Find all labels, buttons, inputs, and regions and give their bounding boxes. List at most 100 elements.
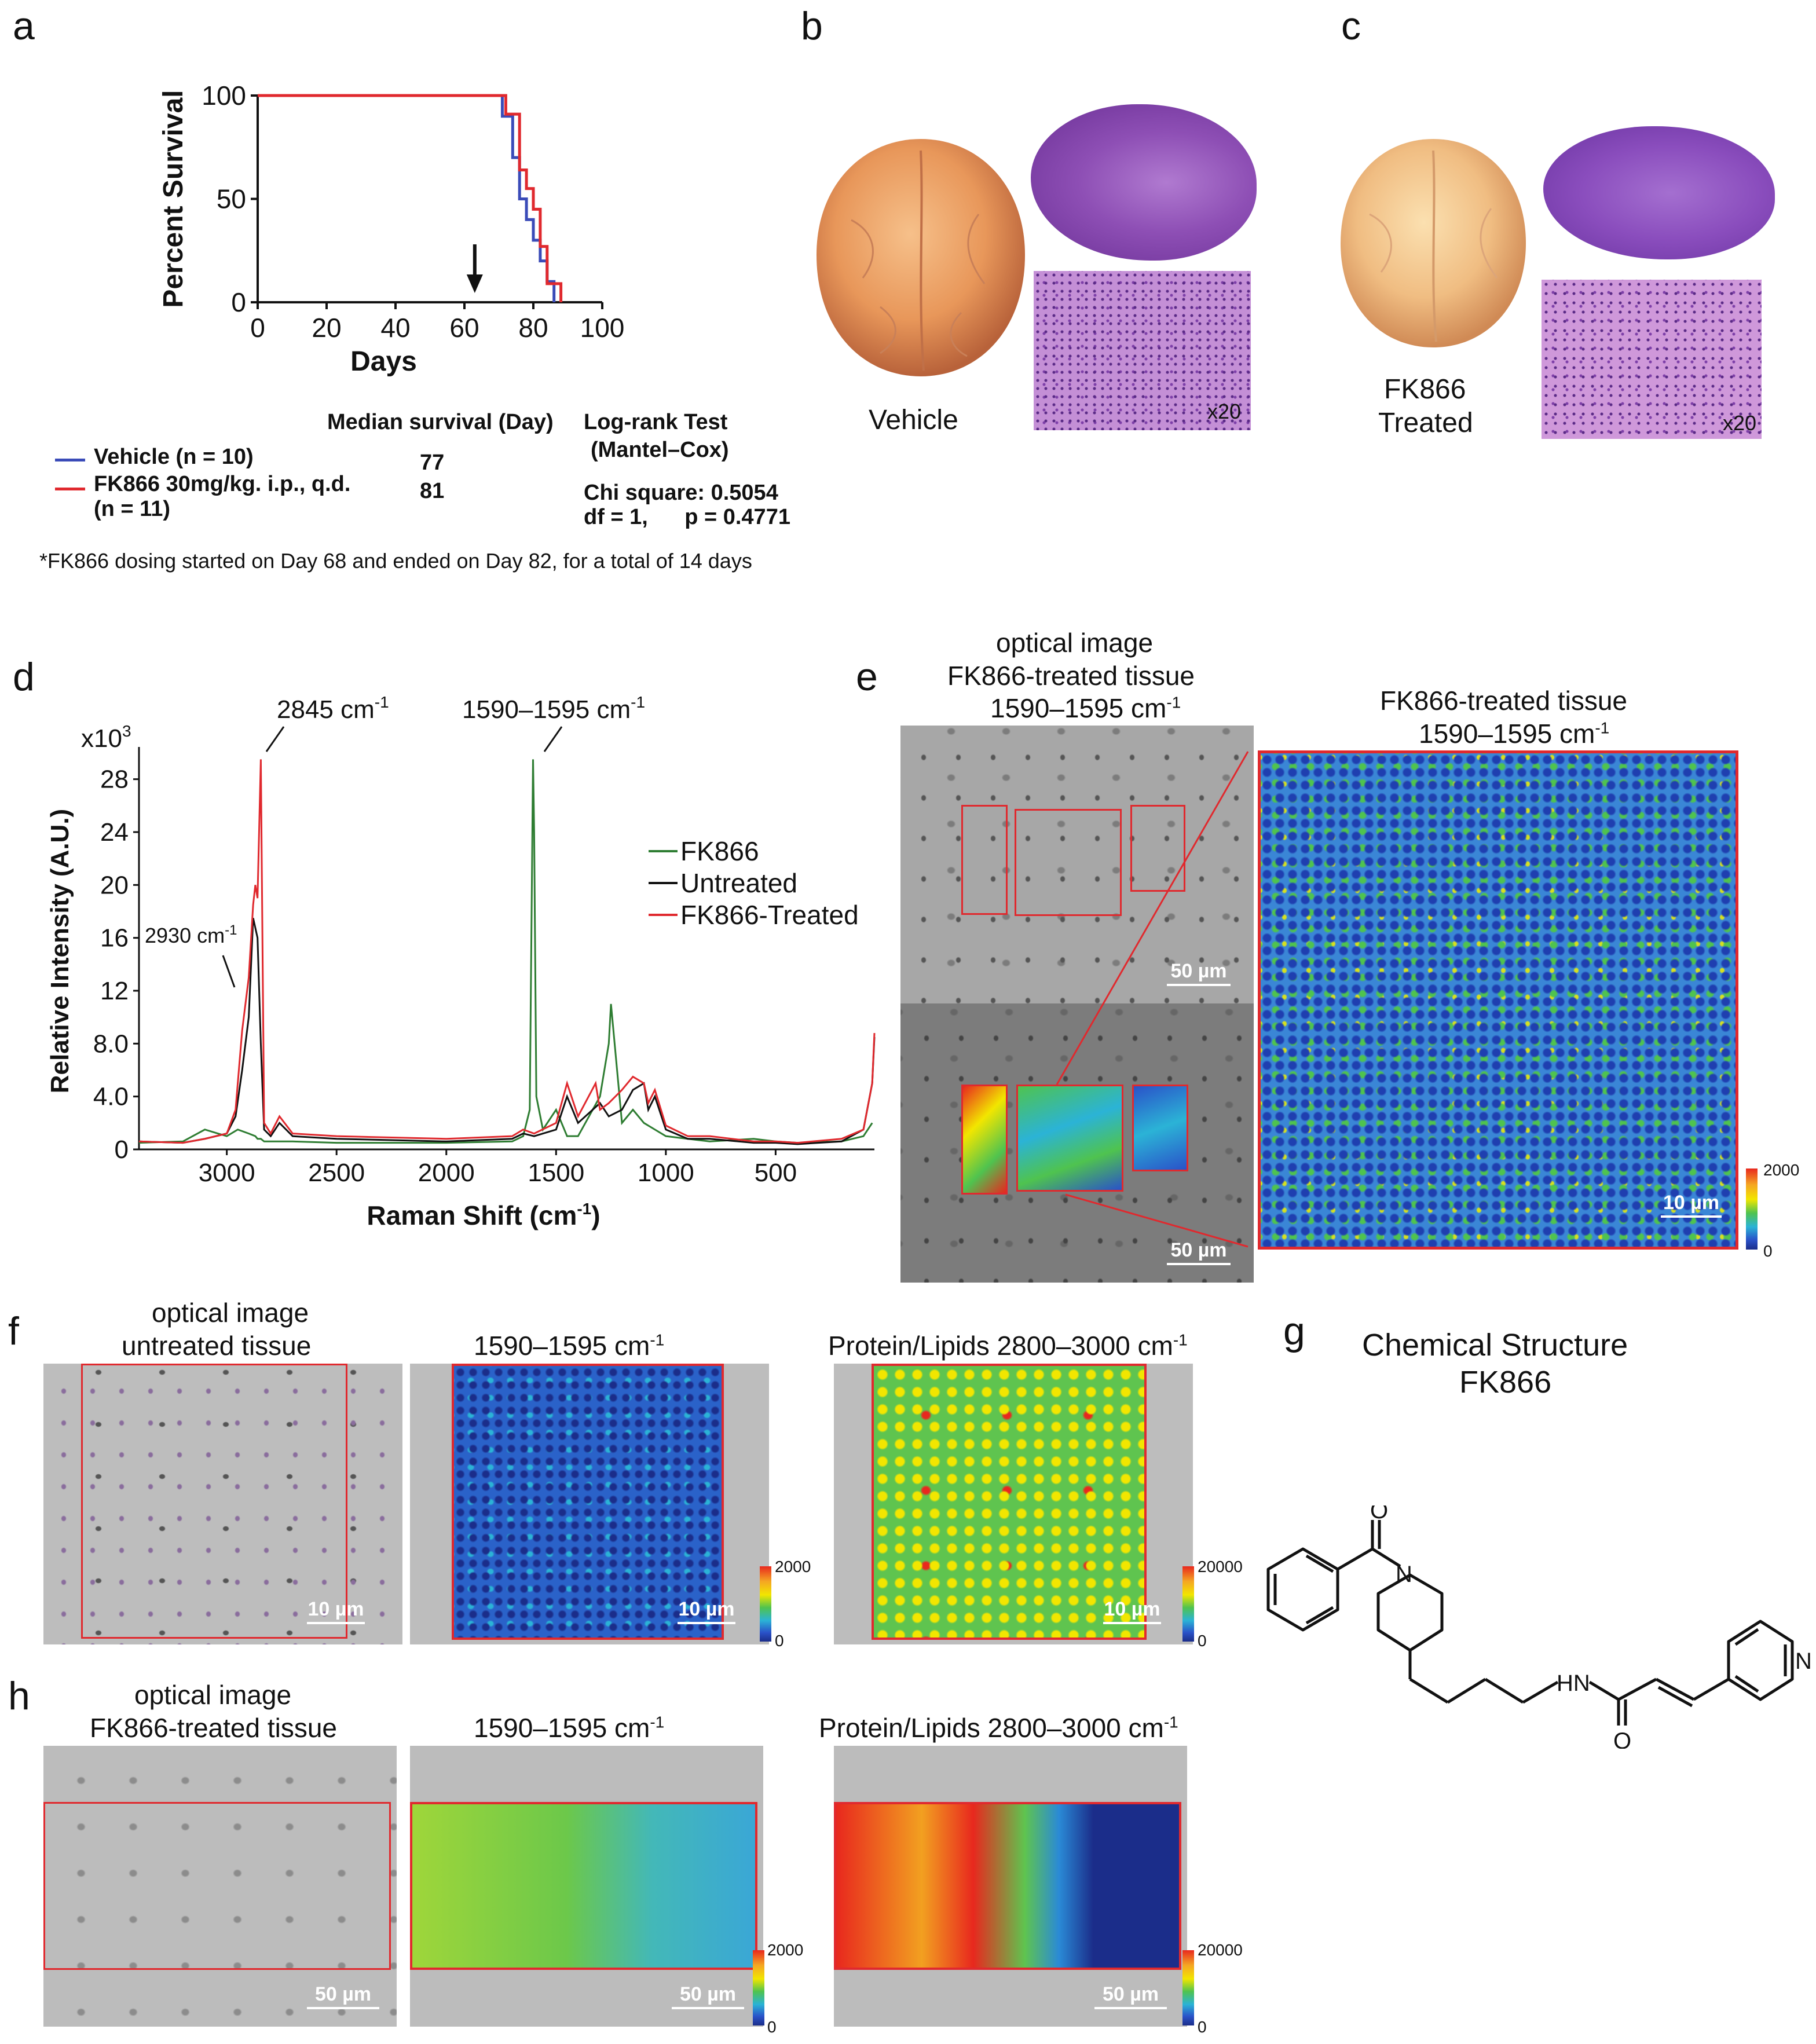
g-title-1: Chemical Structure xyxy=(1362,1328,1628,1362)
atom-o1: O xyxy=(1370,1505,1388,1523)
e-map-zoom xyxy=(1258,750,1738,1250)
raman-x-tick-label: 2000 xyxy=(418,1159,475,1187)
e-colorbar xyxy=(1746,1168,1758,1250)
f-mid-title: 1590–1595 cm-1 xyxy=(474,1331,665,1361)
f-mid-cbar-max: 2000 xyxy=(775,1558,811,1576)
annotation-1590-arrow xyxy=(543,726,563,752)
panel-label-a: a xyxy=(13,4,35,48)
h-mid-map-roi xyxy=(410,1802,757,1970)
raman-x-tick-label: 1000 xyxy=(638,1159,694,1187)
e-roi-3-top xyxy=(1130,805,1185,892)
raman-x-tick-label: 500 xyxy=(755,1159,797,1187)
median-survival-header: Median survival (Day) xyxy=(327,410,554,434)
survival-y-tick-label: 50 xyxy=(217,184,246,214)
dosing-start-arrow-head xyxy=(466,274,483,293)
median-fk866-value: 81 xyxy=(420,479,445,503)
fk866-brain-photo xyxy=(1341,139,1526,347)
h-right-colorbar xyxy=(1182,1950,1194,2025)
f-right-cbar-max: 20000 xyxy=(1198,1558,1243,1576)
h-opt-title-1: optical image xyxy=(134,1680,292,1710)
f-mid-scale: 10 µm xyxy=(678,1598,735,1624)
survival-x-tick-label: 60 xyxy=(449,313,479,343)
raman-x-tick-label: 1500 xyxy=(528,1159,584,1187)
vehicle-brain-photo xyxy=(817,139,1025,376)
e-scale-top: 50 µm xyxy=(1167,960,1231,986)
e-zoom-lines xyxy=(1056,751,1249,1248)
raman-line-untreated xyxy=(138,918,876,1145)
raman-y-multiplier: x103 xyxy=(81,722,131,753)
h-mid-cbar-max: 2000 xyxy=(767,1941,804,1959)
survival-y-tick-label: 100 xyxy=(202,80,246,111)
survival-x-tick-label: 0 xyxy=(250,313,265,343)
logrank-title: Log-rank Test xyxy=(584,410,728,434)
raman-y-tick-label: 0 xyxy=(115,1135,129,1164)
annotation-2930: 2930 cm-1 xyxy=(145,922,237,947)
f-right-title: Protein/Lipids 2800–3000 cm-1 xyxy=(828,1331,1188,1361)
h-right-scale: 50 µm xyxy=(1094,1983,1167,2009)
f-right-map-roi xyxy=(872,1364,1147,1640)
vehicle-section-photo xyxy=(1031,104,1257,261)
raman-x-label-close: ) xyxy=(591,1200,600,1230)
h-mid-title: 1590–1595 cm-1 xyxy=(474,1713,665,1743)
survival-y-tick-label: 0 xyxy=(231,287,246,317)
panel-label-h: h xyxy=(8,1674,30,1718)
h-right-title: Protein/Lipids 2800–3000 cm-1 xyxy=(819,1713,1178,1743)
survival-x-tick-label: 40 xyxy=(380,313,410,343)
panel-label-f: f xyxy=(8,1309,19,1353)
e-optical-image-top xyxy=(900,726,1254,1003)
raman-line-fk866-treated xyxy=(138,759,876,1144)
raman-legend-label: Untreated xyxy=(680,868,797,898)
e-left-title-3: 1590–1595 cm-1 xyxy=(990,693,1181,723)
raman-y-multiplier-exp: 3 xyxy=(122,722,131,740)
raman-y-tick-label: 4.0 xyxy=(93,1083,129,1111)
raman-y-tick-label: 12 xyxy=(100,977,129,1005)
fk866-caption-line2: Treated xyxy=(1378,408,1473,438)
panel-label-g: g xyxy=(1283,1309,1305,1353)
e-left-title-1: optical image xyxy=(996,628,1154,658)
h-right-cbar-min: 0 xyxy=(1198,2018,1207,2036)
h-optical-image xyxy=(43,1746,397,2027)
survival-line-vehicle xyxy=(258,94,556,302)
f-opt-title-2: untreated tissue xyxy=(122,1331,312,1361)
f-mid-cbar-min: 0 xyxy=(775,1632,784,1650)
chi-square: Chi square: 0.5054 xyxy=(584,481,778,505)
annotation-1590: 1590–1595 cm-1 xyxy=(462,693,645,724)
fk866-magnification: x20 xyxy=(1723,411,1757,435)
h-mid-scale: 50 µm xyxy=(672,1983,744,2009)
fk866-section-photo xyxy=(1543,126,1775,259)
f-opt-title-1: optical image xyxy=(152,1298,309,1328)
fk866-structure: O N N HN O xyxy=(1266,1505,1812,1749)
raman-legend-label: FK866 xyxy=(680,836,759,866)
e-roi-3-map xyxy=(1132,1085,1188,1171)
survival-x-tick-label: 80 xyxy=(518,313,548,343)
fk866-caption-line1: FK866 xyxy=(1384,374,1466,405)
raman-x-tick-label: 2500 xyxy=(308,1159,365,1187)
f-right-scale: 10 µm xyxy=(1103,1598,1161,1624)
legend-vehicle-swatch xyxy=(55,459,85,461)
e-roi-2-map xyxy=(1016,1085,1123,1192)
atom-hn: HN xyxy=(1557,1671,1590,1696)
f-right-colorbar xyxy=(1182,1566,1194,1642)
e-colorbar-min: 0 xyxy=(1763,1242,1773,1260)
raman-y-tick-label: 16 xyxy=(100,924,129,953)
e-scale-bottom: 50 µm xyxy=(1167,1239,1231,1265)
panel-label-d: d xyxy=(13,655,35,699)
raman-y-tick-label: 20 xyxy=(100,871,129,899)
e-right-title-1: FK866-treated tissue xyxy=(1380,686,1628,716)
annotation-2930-exp: -1 xyxy=(225,922,237,938)
f-optical-image xyxy=(43,1364,402,1644)
raman-x-label: Raman Shift (cm-1) xyxy=(367,1200,600,1230)
h-opt-title-2: FK866-treated tissue xyxy=(90,1713,338,1743)
annotation-1590-exp: -1 xyxy=(631,693,645,711)
h-right-map-roi xyxy=(834,1802,1181,1970)
raman-x-tick-label: 3000 xyxy=(199,1159,255,1187)
e-roi-1-top xyxy=(961,805,1008,915)
raman-y-tick-label: 28 xyxy=(100,765,129,794)
e-right-title-2: 1590–1595 cm-1 xyxy=(1419,719,1610,749)
atom-n1: N xyxy=(1396,1562,1412,1587)
legend-fk866-n: (n = 11) xyxy=(94,497,170,521)
f-mid-colorbar xyxy=(760,1566,771,1642)
survival-x-tick-label: 100 xyxy=(580,313,625,343)
h-roi xyxy=(43,1802,391,1970)
e-colorbar-max: 2000 xyxy=(1763,1161,1800,1179)
